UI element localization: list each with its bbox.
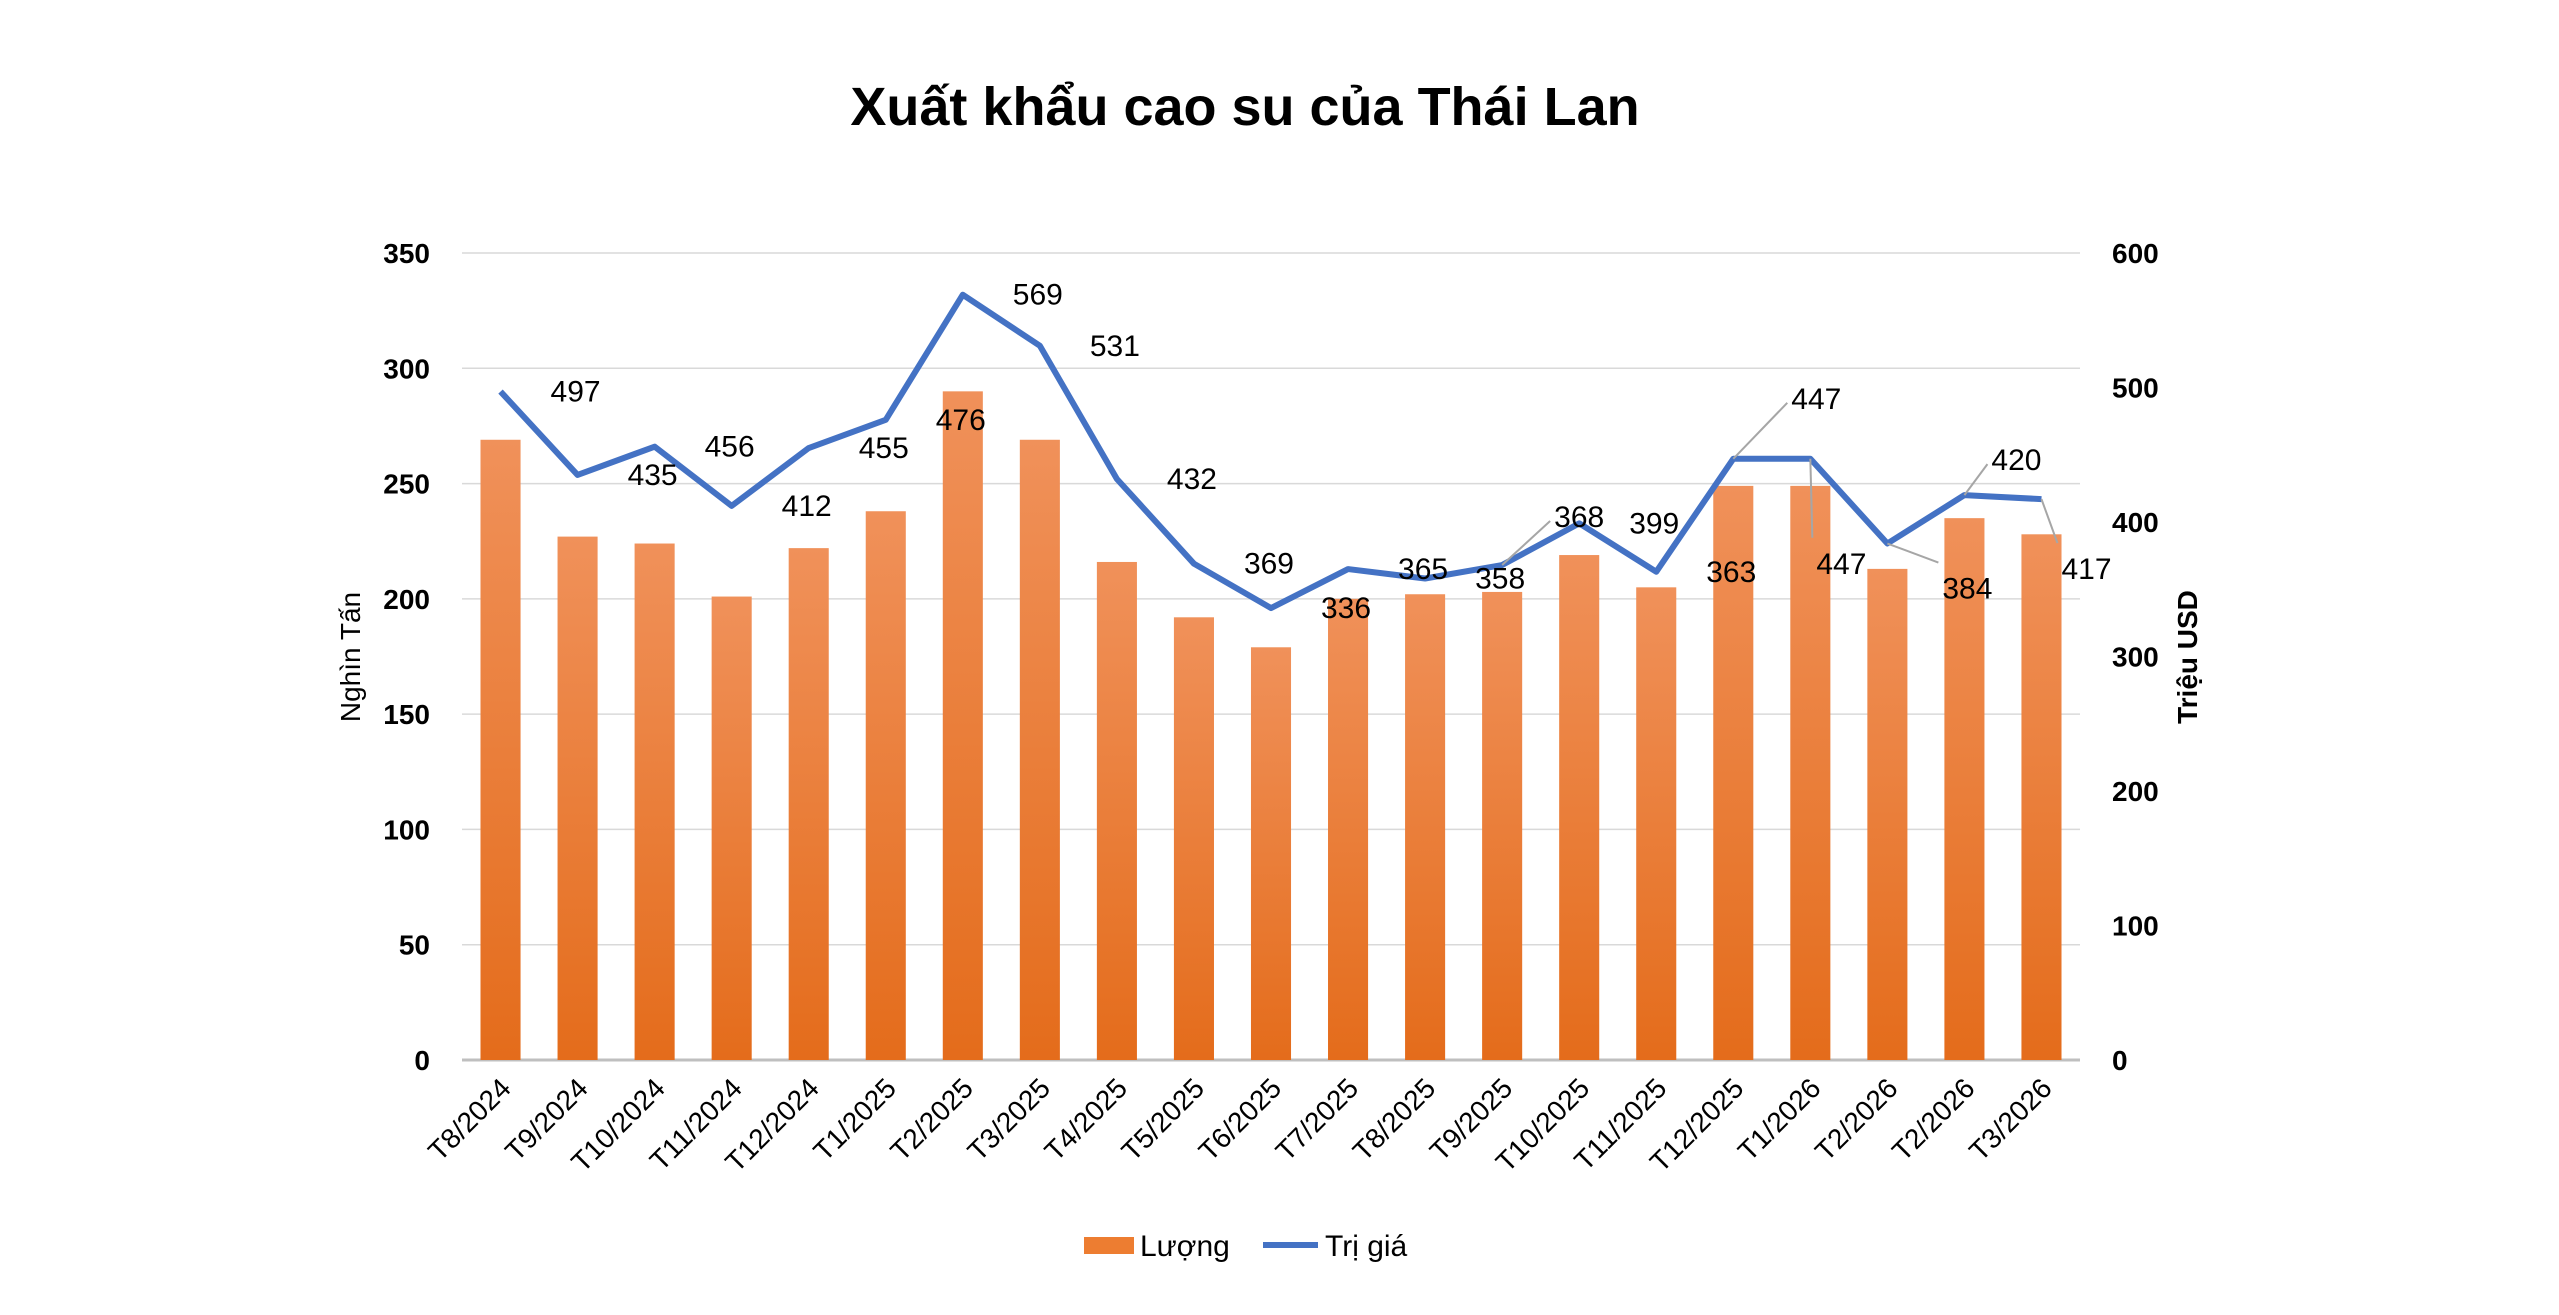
- y2-axis-label: Triệu USD: [2172, 590, 2203, 724]
- y-tick-label: 50: [399, 930, 430, 961]
- bar: [1250, 647, 1292, 1060]
- legend-swatch-bar: [1084, 1237, 1134, 1254]
- y2-tick-label: 0: [2112, 1045, 2128, 1076]
- data-label: 384: [1942, 573, 1992, 606]
- data-label: 497: [551, 376, 601, 409]
- y2-tick-label: 400: [2112, 507, 2159, 538]
- data-label: 447: [1791, 383, 1841, 416]
- bar: [1173, 617, 1214, 1060]
- data-label: 365: [1398, 553, 1448, 586]
- data-label: 447: [1816, 548, 1866, 581]
- bar: [1559, 555, 1600, 1060]
- data-label: 368: [1554, 501, 1604, 534]
- data-label: 369: [1244, 548, 1294, 581]
- data-label: 399: [1629, 507, 1679, 540]
- bar: [942, 391, 983, 1060]
- y-tick-label: 200: [383, 584, 430, 615]
- x-tick-label: T2/2026: [1886, 1072, 1981, 1167]
- bar: [1328, 598, 1369, 1060]
- x-tick-label: T2/2025: [884, 1072, 979, 1167]
- bar: [634, 543, 675, 1060]
- bar: [1096, 561, 1137, 1060]
- y-axis-label: Nghìn Tấn: [335, 592, 366, 722]
- legend-label-bar: Lượng: [1140, 1230, 1230, 1263]
- data-label: 363: [1706, 556, 1756, 589]
- data-label: 456: [705, 431, 755, 464]
- x-tick-label: T2/2026: [1809, 1072, 1904, 1167]
- data-label: 455: [859, 432, 909, 465]
- data-label: 432: [1167, 463, 1217, 496]
- data-label: 358: [1475, 562, 1525, 595]
- leader-line: [1887, 542, 1939, 564]
- bar: [711, 596, 752, 1060]
- leader-line: [1501, 520, 1551, 566]
- x-tick-label: T5/2025: [1116, 1072, 1211, 1167]
- y-tick-label: 350: [383, 238, 430, 269]
- y2-tick-label: 300: [2112, 642, 2159, 673]
- x-tick-label: T1/2025: [807, 1072, 902, 1167]
- y-tick-label: 150: [383, 699, 430, 730]
- bar: [480, 439, 521, 1061]
- leader-line: [1732, 402, 1789, 460]
- bar: [1713, 485, 1754, 1060]
- bar: [1019, 439, 1060, 1061]
- bar: [1790, 485, 1831, 1060]
- bar: [865, 511, 906, 1060]
- x-tick-label: T7/2025: [1270, 1072, 1365, 1167]
- leader-line: [1963, 463, 1989, 496]
- x-tick-label: T6/2025: [1193, 1072, 1288, 1167]
- y-tick-label: 250: [383, 469, 430, 500]
- data-label: 569: [1013, 279, 1063, 312]
- x-tick-label: T3/2026: [1963, 1072, 2058, 1167]
- chart-title: Xuất khẩu cao su của Thái Lan: [850, 77, 1639, 137]
- data-label: 476: [936, 404, 986, 437]
- data-label: 531: [1090, 330, 1140, 363]
- bar: [788, 548, 829, 1060]
- legend: Lượng Trị giá: [1084, 1230, 1408, 1263]
- y2-tick-label: 100: [2112, 911, 2159, 942]
- data-label: 420: [1991, 444, 2041, 477]
- bar: [1944, 518, 1985, 1060]
- bar: [2021, 534, 2062, 1060]
- line-series: [498, 291, 2042, 612]
- leader-line: [1809, 458, 1814, 538]
- y2-tick-label: 500: [2112, 373, 2159, 404]
- x-tick-label: T8/2024: [422, 1072, 517, 1167]
- x-tick-label: T1/2026: [1732, 1072, 1827, 1167]
- data-label: 412: [782, 490, 832, 523]
- x-tick-label: T8/2025: [1347, 1072, 1442, 1167]
- bar: [1867, 568, 1908, 1060]
- y2-tick-label: 200: [2112, 776, 2159, 807]
- bar: [557, 536, 598, 1060]
- y2-tick-label: 600: [2112, 238, 2159, 269]
- y-tick-label: 300: [383, 353, 430, 384]
- data-label: 417: [2061, 553, 2111, 586]
- bar: [1636, 587, 1677, 1060]
- y-tick-label: 0: [414, 1045, 430, 1076]
- x-tick-label: T3/2025: [962, 1072, 1057, 1167]
- leader-line: [2040, 498, 2059, 544]
- bar: [1405, 594, 1446, 1060]
- data-label: 435: [628, 459, 678, 492]
- bar: [1482, 591, 1523, 1060]
- y-tick-label: 100: [383, 814, 430, 845]
- data-label: 336: [1321, 592, 1371, 625]
- x-tick-label: T4/2025: [1039, 1072, 1134, 1167]
- legend-label-line: Trị giá: [1325, 1230, 1408, 1263]
